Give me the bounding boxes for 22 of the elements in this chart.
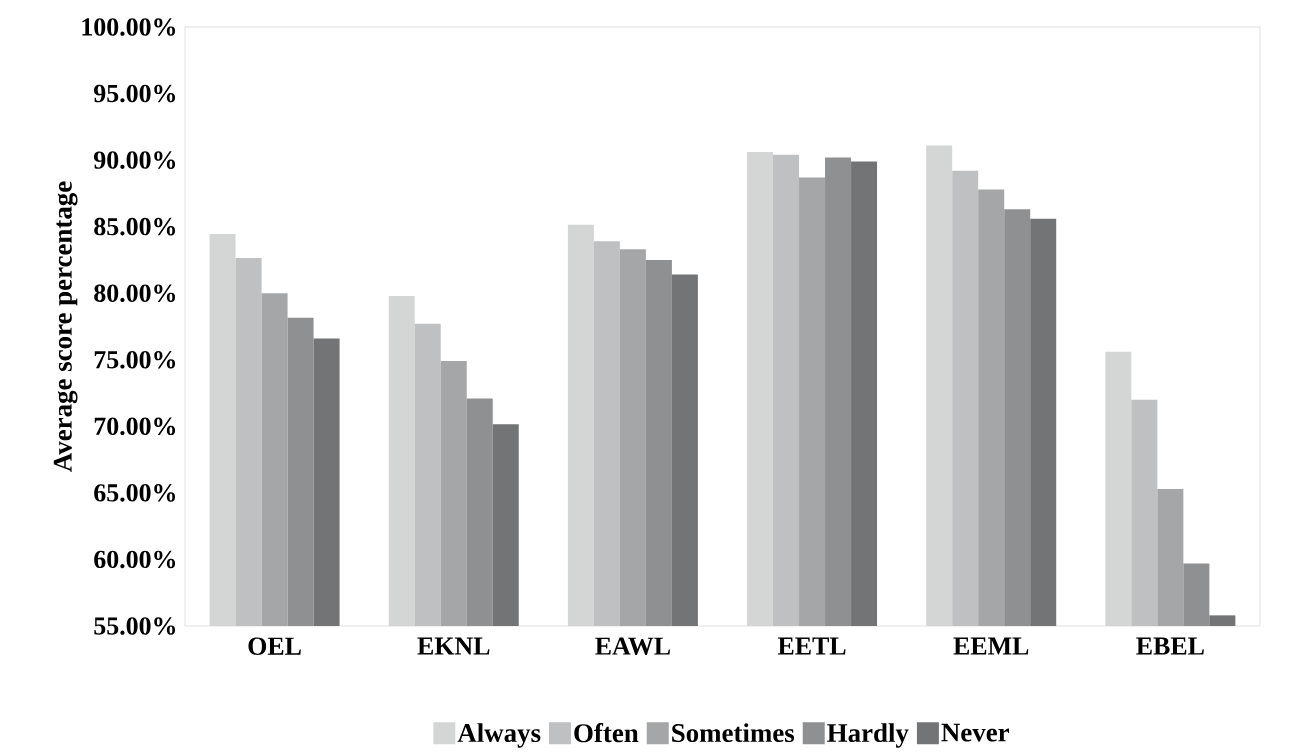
x-tick-label: EEML <box>953 637 1029 655</box>
y-tick-label: 80.00% <box>94 284 176 303</box>
y-tick-label: 60.00% <box>94 550 176 569</box>
y-tick-label: 85.00% <box>94 217 176 236</box>
y-tick-label: 100.00% <box>82 18 176 36</box>
y-tick-label: 75.00% <box>94 350 176 369</box>
x-tick-label: EAWL <box>595 637 670 656</box>
y-tick-label: 90.00% <box>94 151 176 169</box>
y-tick-label: 65.00% <box>94 484 176 502</box>
y-axis-title: Average score percentage <box>53 181 78 472</box>
legend-label: Always <box>457 723 541 748</box>
x-tick-label: EETL <box>777 637 846 655</box>
x-tick-label: EKNL <box>417 637 490 655</box>
x-tick-label: OEL <box>248 637 301 655</box>
legend-label: Hardly <box>827 723 909 748</box>
x-tick-label: EBEL <box>1136 637 1204 655</box>
legend-label: Never <box>941 723 1010 742</box>
legend-label: Often <box>574 723 639 743</box>
y-tick-label: 70.00% <box>94 417 176 436</box>
y-tick-label: 55.00% <box>94 617 176 635</box>
y-tick-label: 95.00% <box>94 84 176 103</box>
legend-label: Sometimes <box>672 723 795 743</box>
